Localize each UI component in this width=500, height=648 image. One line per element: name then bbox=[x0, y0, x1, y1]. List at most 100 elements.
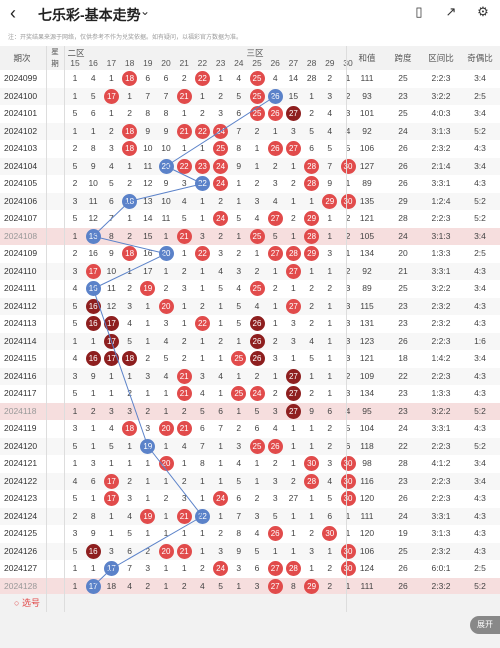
number-ball[interactable]: 26 bbox=[267, 526, 283, 541]
number-ball[interactable]: 27 bbox=[285, 298, 301, 314]
number-ball[interactable]: 29 bbox=[322, 193, 338, 209]
number-ball[interactable]: 30 bbox=[340, 158, 356, 174]
number-ball[interactable]: 28 bbox=[285, 561, 301, 576]
number-ball[interactable]: 26 bbox=[267, 141, 283, 156]
number-ball[interactable]: 19 bbox=[140, 438, 156, 454]
period-column-header[interactable]: 期次 bbox=[13, 53, 31, 63]
number-ball[interactable]: 20 bbox=[158, 298, 174, 314]
number-ball[interactable]: 25 bbox=[249, 106, 265, 121]
number-ball[interactable]: 24 bbox=[213, 211, 229, 226]
number-ball[interactable]: 29 bbox=[304, 211, 320, 226]
number-ball[interactable]: 24 bbox=[213, 561, 229, 576]
number-ball[interactable]: 26 bbox=[267, 438, 283, 454]
number-ball[interactable]: 27 bbox=[285, 386, 301, 401]
number-ball[interactable]: 17 bbox=[85, 578, 101, 594]
expand-button[interactable]: 展开 bbox=[470, 616, 500, 634]
device-icon[interactable]: ▯ bbox=[415, 4, 423, 19]
number-ball[interactable]: 30 bbox=[340, 543, 356, 559]
number-ball[interactable]: 21 bbox=[176, 368, 192, 384]
number-ball[interactable]: 21 bbox=[176, 123, 192, 139]
number-ball[interactable]: 24 bbox=[213, 176, 229, 191]
chevron-down-icon[interactable]: ⌄ bbox=[140, 4, 151, 18]
number-ball[interactable]: 30 bbox=[340, 561, 356, 576]
number-ball[interactable]: 16 bbox=[85, 351, 101, 366]
number-ball[interactable]: 28 bbox=[285, 246, 301, 261]
number-ball[interactable]: 18 bbox=[122, 141, 138, 156]
number-ball[interactable]: 17 bbox=[103, 88, 119, 104]
number-ball[interactable]: 18 bbox=[122, 421, 138, 436]
number-ball[interactable]: 26 bbox=[267, 88, 283, 104]
number-ball[interactable]: 30 bbox=[340, 456, 356, 471]
number-ball[interactable]: 24 bbox=[213, 123, 229, 139]
number-ball[interactable]: 22 bbox=[194, 123, 210, 139]
number-ball[interactable]: 30 bbox=[340, 473, 356, 489]
number-ball[interactable]: 18 bbox=[122, 123, 138, 139]
number-ball[interactable]: 25 bbox=[249, 228, 265, 244]
number-ball[interactable]: 22 bbox=[194, 246, 210, 261]
share-icon[interactable]: ↗ bbox=[445, 4, 457, 19]
number-ball[interactable]: 24 bbox=[213, 491, 229, 506]
number-ball[interactable]: 20 bbox=[158, 456, 174, 471]
number-ball[interactable]: 17 bbox=[85, 263, 101, 279]
number-ball[interactable]: 25 bbox=[231, 386, 247, 401]
number-ball[interactable]: 22 bbox=[194, 71, 210, 86]
number-ball[interactable]: 17 bbox=[103, 351, 119, 366]
number-ball[interactable]: 25 bbox=[249, 71, 265, 86]
number-ball[interactable]: 27 bbox=[285, 368, 301, 384]
number-ball[interactable]: 22 bbox=[176, 158, 192, 174]
number-ball[interactable]: 27 bbox=[267, 246, 283, 261]
number-ball[interactable]: 18 bbox=[122, 71, 138, 86]
number-ball[interactable]: 18 bbox=[122, 193, 138, 209]
number-ball[interactable]: 21 bbox=[176, 421, 192, 436]
number-ball[interactable]: 17 bbox=[103, 561, 119, 576]
number-ball[interactable]: 16 bbox=[85, 298, 101, 314]
number-ball[interactable]: 26 bbox=[267, 106, 283, 121]
number-ball[interactable]: 24 bbox=[249, 386, 265, 401]
number-ball[interactable]: 25 bbox=[213, 141, 229, 156]
number-ball[interactable]: 29 bbox=[304, 246, 320, 261]
number-ball[interactable]: 25 bbox=[249, 281, 265, 296]
number-ball[interactable]: 20 bbox=[158, 421, 174, 436]
number-ball[interactable]: 20 bbox=[158, 543, 174, 559]
number-ball[interactable]: 28 bbox=[304, 176, 320, 191]
back-arrow-icon[interactable]: ‹ bbox=[10, 3, 16, 23]
select-number-button[interactable]: ○ 选号 bbox=[14, 596, 40, 609]
number-ball[interactable]: 30 bbox=[340, 491, 356, 506]
number-ball[interactable]: 16 bbox=[85, 316, 101, 331]
number-ball[interactable]: 16 bbox=[85, 228, 101, 244]
number-ball[interactable]: 27 bbox=[285, 106, 301, 121]
number-ball[interactable]: 25 bbox=[249, 438, 265, 454]
number-ball[interactable]: 22 bbox=[194, 508, 210, 524]
number-ball[interactable]: 29 bbox=[304, 578, 320, 594]
number-ball[interactable]: 21 bbox=[176, 508, 192, 524]
number-ball[interactable]: 27 bbox=[285, 263, 301, 279]
number-ball[interactable]: 16 bbox=[85, 543, 101, 559]
number-ball[interactable]: 18 bbox=[122, 246, 138, 261]
number-ball[interactable]: 26 bbox=[249, 351, 265, 366]
number-ball[interactable]: 21 bbox=[176, 88, 192, 104]
number-ball[interactable]: 27 bbox=[285, 141, 301, 156]
number-ball[interactable]: 26 bbox=[249, 333, 265, 349]
settings-icon[interactable]: ⚙ bbox=[477, 4, 489, 19]
number-ball[interactable]: 27 bbox=[267, 578, 283, 594]
number-ball[interactable]: 17 bbox=[103, 473, 119, 489]
number-ball[interactable]: 20 bbox=[158, 246, 174, 261]
number-ball[interactable]: 17 bbox=[103, 333, 119, 349]
number-ball[interactable]: 30 bbox=[304, 456, 320, 471]
number-ball[interactable]: 19 bbox=[140, 508, 156, 524]
number-ball[interactable]: 16 bbox=[85, 281, 101, 296]
number-ball[interactable]: 20 bbox=[158, 158, 174, 174]
number-ball[interactable]: 25 bbox=[249, 88, 265, 104]
number-ball[interactable]: 18 bbox=[122, 351, 138, 366]
number-ball[interactable]: 27 bbox=[267, 211, 283, 226]
number-ball[interactable]: 22 bbox=[194, 316, 210, 331]
number-ball[interactable]: 28 bbox=[304, 158, 320, 174]
number-ball[interactable]: 30 bbox=[340, 193, 356, 209]
number-ball[interactable]: 27 bbox=[267, 561, 283, 576]
number-ball[interactable]: 22 bbox=[194, 176, 210, 191]
number-ball[interactable]: 19 bbox=[140, 281, 156, 296]
number-ball[interactable]: 21 bbox=[176, 386, 192, 401]
number-ball[interactable]: 28 bbox=[304, 473, 320, 489]
number-ball[interactable]: 23 bbox=[194, 158, 210, 174]
number-ball[interactable]: 24 bbox=[213, 158, 229, 174]
